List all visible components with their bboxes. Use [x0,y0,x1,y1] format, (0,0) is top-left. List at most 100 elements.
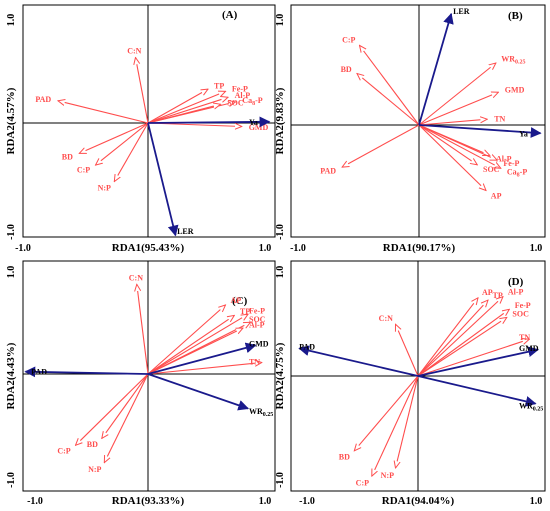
panel-a-y-tick-min: -1.0 [6,224,17,240]
panel-b-explanatory-label-fe-p: Fe-P [503,159,519,168]
panel-a-frame [22,4,276,238]
panel-a-response-label-ler: LER [177,227,194,236]
panel-b-explanatory-arrow-soc [418,124,477,165]
panel-b-x-tick-max: 1.0 [530,243,543,254]
panel-a-explanatory-label-ca8-p: Ca8-P [242,96,262,107]
panel-a-label: (A) [222,9,238,21]
panel-b-explanatory-arrow-tn [418,119,487,126]
panel-a-explanatory-arrow-soc [147,104,221,124]
panel-d-x-tick-max: 1.0 [530,496,543,507]
panel-d-y-tick-bottom: -1.0 [275,472,286,488]
panel-d-explanatory-arrow-c-p [372,375,419,476]
panel-d: (D) -1.0 1.0 1.0 -1.0 RDA1(94.04%) RDA2(… [274,260,546,507]
panel-a-explanatory-arrow-pad [58,101,149,124]
panel-c-explanatory-arrow-c-n [137,284,149,375]
panel-d-response-label-pad: PAD [299,343,315,352]
panel-a-response-arrow-ler [147,122,179,237]
panel-b-explanatory-arrow-bd [357,74,420,126]
panel-b-explanatory-label-pad: PAD [320,167,336,176]
panel-c-response-label-gmd: GMD [249,339,269,348]
panel-d-explanatory-label-tn: TN [519,333,530,342]
panel-a-explanatory-label-pad: PAD [35,95,51,104]
panel-d-explanatory-label-tp: TP [493,291,503,300]
panel-a-y-axis-label: RDA2(4.57%) [5,87,17,154]
panel-b-explanatory-arrow-wr0-25 [418,63,496,126]
panel-a-explanatory-label-c-n: C:N [127,47,141,56]
panel-d-explanatory-arrow-c-n [396,324,419,377]
panel-d-response-label-wr0-25: WR0.25 [519,401,543,412]
panel-c-explanatory-label-soc: SOC [249,315,266,324]
panel-d-explanatory-label-c-p: C:P [356,479,369,488]
panel-d-explanatory-arrow-soc [417,317,507,377]
panel-c: (C) -1.0 1.0 1.0 -1.0 RDA1(93.33%) RDA2(… [5,260,276,507]
panel-d-x-tick-min: -1.0 [299,496,315,507]
panel-b-response-label-ya: Ya [519,130,528,139]
panel-d-explanatory-arrow-al-p [417,297,503,377]
panel-d-explanatory-arrow-ap [417,298,478,377]
panel-d-explanatory-label-bd: BD [339,452,350,461]
panel-b-explanatory-label-tn: TN [494,115,505,124]
panel-a-response-arrow-ya [147,116,271,128]
panel-b-explanatory-label-ap: AP [491,192,502,201]
panel-b: (B) -1.0 1.0 -1.0 1.0 RDA1(90.17%) RDA2(… [274,4,546,254]
panel-d-explanatory-label-c-n: C:N [379,314,393,323]
panel-a-explanatory-arrow-c-n [136,58,149,124]
panel-d-explanatory-label-n-p: N:P [381,471,394,480]
panel-d-explanatory-label-ap: AP [482,288,493,297]
panel-a-explanatory-arrow-n-p [114,122,149,182]
panel-b-explanatory-label-ca8-p: Ca8-P [507,168,527,179]
panel-b-response-label-ler: LER [453,7,470,16]
panel-c-explanatory-arrow-fe-p [147,314,248,375]
panel-d-response-arrow-gmd [417,346,540,377]
panel-b-x-axis-label: RDA1(90.17%) [383,242,456,254]
panel-c-explanatory-arrow-bd [102,373,149,438]
panel-a-y-tick-max: 1.0 [6,14,17,27]
panel-c-explanatory-label-bd: BD [87,440,98,449]
panel-c-explanatory-label-ap: AP [231,296,242,305]
panel-c-explanatory-label-c-n: C:N [129,273,143,282]
panel-c-explanatory-label-al-p: Al-P [249,321,265,330]
panel-b-y-tick-max: 1.0 [275,14,286,27]
panel-c-response-label-pad: PAD [31,368,47,377]
panel-a-explanatory-label-gmd: GMD [249,123,269,132]
panel-a-explanatory-label-c-p: C:P [77,166,90,175]
panel-b-explanatory-label-bd: BD [341,65,352,74]
panel-d-y-axis-label: RDA2(4.75%) [274,342,286,409]
panel-d-explanatory-arrow-bd [354,375,419,451]
panel-b-explanatory-arrow-c-p [360,45,420,126]
panel-a-explanatory-label-tp: TP [214,82,224,91]
panel-a-x-axis-label: RDA1(95.43%) [112,242,185,254]
panel-b-explanatory-label-al-p: Al-P [496,154,512,163]
panel-a: (A) -1.0 1.0 -1.0 1.0 RDA1(95.43%) RDA2(… [5,4,276,254]
panel-d-explanatory-label-al-p: Al-P [508,288,524,297]
panel-d-explanatory-arrow-tn [417,339,529,377]
panel-c-explanatory-arrow-ap [147,305,226,375]
panel-b-frame [290,4,546,238]
panel-d-label: (D) [508,276,524,288]
panel-a-explanatory-label-al-p: Al-P [235,91,251,100]
panel-c-x-axis-label: RDA1(93.33%) [112,495,185,507]
panel-a-explanatory-label-fe-p: Fe-P [232,85,248,94]
panel-c-explanatory-label-tn: TN [249,358,260,367]
panel-b-y-tick-min: -1.0 [275,224,286,240]
panel-a-explanatory-arrow-bd [79,122,149,153]
panel-c-explanatory-arrow-n-p [104,373,149,463]
panel-c-x-tick-max: 1.0 [259,496,272,507]
panel-c-response-label-wr0-25: WR0.25 [249,407,273,418]
panel-c-y-tick-top: 1.0 [6,266,17,279]
panel-c-response-arrow-pad [24,366,149,378]
panel-a-explanatory-arrow-c-p [96,122,149,165]
panel-b-y-axis-label: RDA2(9.83%) [274,87,286,154]
panel-c-explanatory-label-tp: TP [240,307,250,316]
panel-a-explanatory-arrow-tp [147,89,208,124]
panel-a-explanatory-label-n-p: N:P [98,184,111,193]
panel-b-explanatory-arrow-ap [418,124,486,191]
panel-d-explanatory-arrow-fe-p [417,309,509,377]
panel-b-explanatory-arrow-pad [342,124,420,167]
panel-a-response-label-ya: Ya [249,118,258,127]
